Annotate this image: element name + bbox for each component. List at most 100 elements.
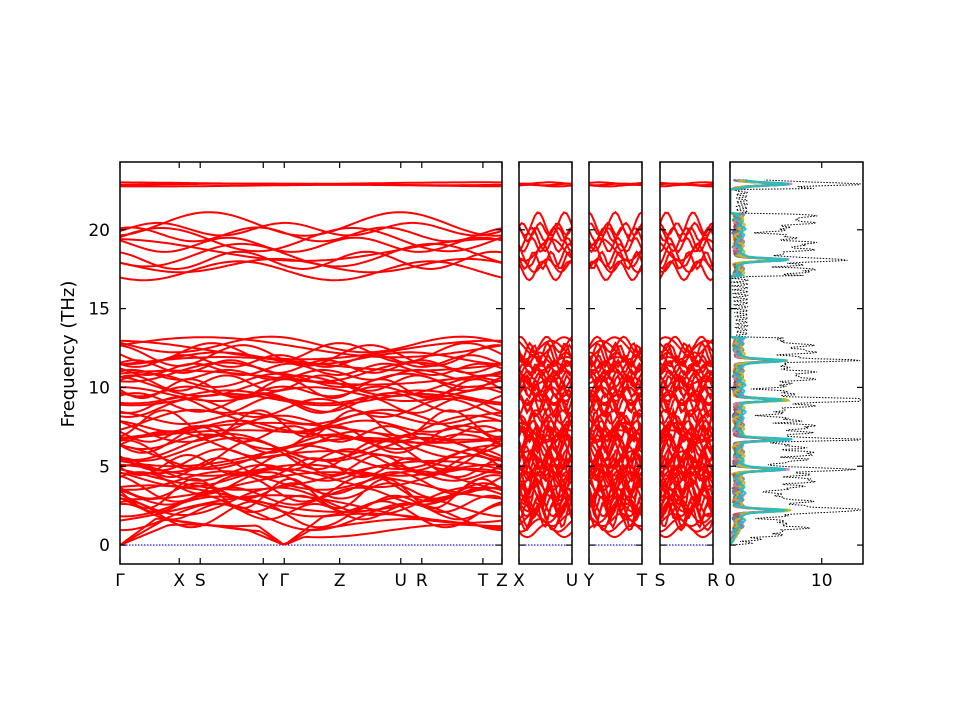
phonon-band-28 [519,437,572,472]
phonon-band-56 [660,361,713,383]
bands-group [120,181,502,547]
x-tick-label: X [513,571,525,591]
phonon-band-45 [120,392,502,413]
phonon-band-15 [589,473,642,504]
phonon-band-68 [660,257,713,274]
phonon-band-53 [660,372,713,389]
phonon-band-63 [660,341,713,365]
phonon-band-67 [660,260,713,282]
phonon-band-47 [660,389,713,405]
phonon-band-2 [120,518,502,546]
phonon-band-27 [589,444,642,471]
x-tick-label: T [636,571,648,591]
x-tick-label: R [416,571,428,591]
phonon-band-65 [660,336,713,359]
phonon-band-49 [120,385,502,398]
phonon-band-46 [519,393,572,407]
y-tick-label: 10 [88,378,110,398]
phonon-band-17 [519,470,572,497]
phonon-band-65 [120,336,502,359]
axis-labels-layer: Frequency (THz) [58,281,79,428]
phonon-band-65 [519,336,572,359]
panel-frame [119,161,503,565]
phonon-band-39 [660,419,713,434]
phonon-band-45 [589,391,642,414]
y-tick-label: 20 [88,221,110,241]
phonon-band-71 [120,237,502,262]
phonon-band-35 [120,429,502,444]
phonon-band-64 [589,339,642,361]
phonon-band-66 [120,335,502,354]
dos-curves [730,178,862,546]
phonon-band-13 [519,480,572,513]
bands-group [660,181,713,546]
total-dos-curve [730,179,862,546]
x-tick-label: Y [583,571,595,591]
phonon-band-42 [519,411,572,426]
panel-frame [518,161,573,565]
phonon-band-75 [589,221,642,237]
phonon-band-73 [660,226,713,253]
phonon-band-74 [589,225,642,243]
phonon-band-5 [519,498,572,530]
phonon-band-76 [519,211,572,237]
phonon-band-1 [120,523,502,547]
x-tick-label: U [395,571,407,591]
projected-dos-curve-10 [730,178,793,546]
phonon-band-24 [120,453,502,477]
dos-x-tick-label: 0 [725,571,736,591]
phonon-band-39 [120,419,502,433]
phonon-band-29 [120,437,502,468]
phonon-band-42 [120,411,502,426]
panel-frame [588,161,643,565]
phonon-band-21 [519,463,572,483]
x-tick-label: Y [257,571,269,591]
phonon-band-73 [120,227,502,253]
phonon-band-65 [589,336,642,359]
phonon-band-55 [120,368,502,381]
dos-panel: 0 10 [725,161,864,591]
phonon-band-79 [120,181,502,185]
phonon-band-19 [120,467,502,489]
x-tick-label: Γ [115,571,125,591]
phonon-band-79 [660,181,713,185]
phonon-band-42 [660,411,713,426]
phonon-band-25 [120,450,502,475]
phonon-band-62 [589,343,642,368]
phonon-band-6 [120,502,502,521]
phonon-band-66 [589,335,642,354]
y-tick-label: 15 [88,300,110,320]
x-tick-label: Z [334,571,346,591]
panel-frame [659,161,714,565]
phonon-band-76 [660,211,713,237]
phonon-band-7 [589,494,642,524]
phonon-band-66 [519,335,572,354]
phonon-band-26 [120,448,502,472]
x-tick-label: Z [496,571,508,591]
phonon-band-72 [120,236,502,253]
phonon-band-4 [120,502,502,532]
phonon-band-21 [120,463,502,482]
phonon-band-5 [589,498,642,530]
phonon-band-45 [660,391,713,414]
bands-group [589,181,642,546]
phonon-band-67 [120,260,502,282]
phonon-band-57 [660,362,713,377]
phonon-band-5 [120,500,502,529]
phonon-band-41 [120,408,502,434]
phonon-band-64 [660,339,713,361]
x-tick-label: U [566,571,578,591]
phonon-band-28 [120,439,502,471]
phonon-band-13 [120,477,502,510]
phonon-band-76 [120,211,502,237]
phonon-band-39 [589,419,642,434]
y-tick-label: 5 [99,457,110,477]
phonon-band-21 [589,463,642,483]
x-tick-label: X [173,571,185,591]
phonon-band-66 [660,335,713,354]
phonon-band-72 [519,236,572,254]
